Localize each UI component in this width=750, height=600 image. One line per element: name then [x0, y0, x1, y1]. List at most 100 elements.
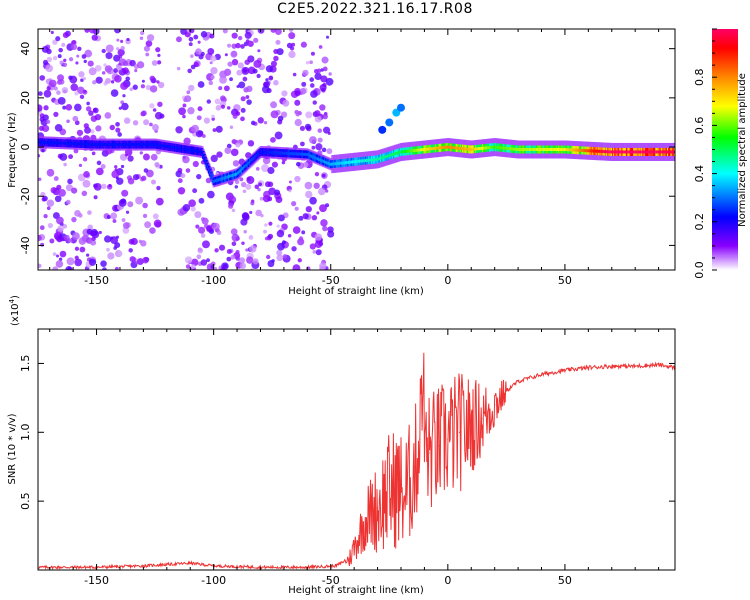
noise-speckle	[100, 260, 107, 267]
noise-speckle	[66, 119, 70, 123]
noise-speckle	[57, 54, 62, 59]
noise-speckle	[79, 246, 86, 253]
noise-speckle	[57, 96, 66, 105]
noise-speckle	[326, 148, 333, 155]
noise-speckle	[78, 163, 83, 167]
noise-speckle	[190, 264, 196, 270]
noise-speckle	[302, 213, 309, 220]
noise-speckle	[140, 84, 146, 89]
noise-speckle	[84, 49, 93, 58]
noise-speckle	[139, 36, 144, 41]
noise-speckle	[319, 262, 327, 270]
snr-y-multiplier: (x104)	[8, 295, 21, 326]
noise-speckle	[130, 237, 138, 246]
noise-speckle	[152, 213, 159, 220]
noise-speckle	[68, 57, 74, 62]
noise-speckle	[197, 81, 205, 88]
noise-speckle	[180, 173, 186, 179]
noise-speckle	[156, 60, 162, 65]
noise-speckle	[120, 81, 129, 90]
noise-speckle	[142, 213, 148, 219]
noise-speckle	[93, 182, 102, 191]
noise-speckle	[90, 129, 95, 134]
noise-speckle	[321, 147, 327, 153]
noise-speckle	[114, 165, 118, 169]
noise-speckle	[304, 181, 313, 190]
noise-speckle	[241, 241, 245, 245]
noise-speckle	[214, 98, 221, 105]
noise-speckle	[43, 89, 52, 98]
noise-speckle	[70, 83, 79, 92]
noise-speckle	[117, 251, 123, 257]
noise-speckle	[300, 41, 307, 48]
noise-speckle	[270, 29, 277, 33]
noise-speckle	[310, 51, 315, 56]
noise-speckle	[312, 100, 317, 105]
spectrogram-y-tick-label: 40	[19, 42, 32, 56]
noise-speckle	[232, 160, 240, 167]
noise-speckle	[275, 39, 281, 45]
noise-speckle	[57, 225, 64, 232]
noise-speckle	[149, 75, 156, 82]
noise-speckle	[136, 258, 144, 266]
noise-speckle	[288, 180, 292, 184]
noise-speckle	[155, 197, 164, 206]
noise-speckle	[229, 125, 234, 129]
noise-speckle	[289, 29, 294, 32]
noise-speckle	[312, 249, 317, 254]
noise-speckle	[292, 226, 301, 234]
noise-speckle	[267, 166, 275, 175]
noise-speckle	[210, 74, 215, 80]
noise-speckle	[234, 185, 238, 189]
noise-speckle	[38, 154, 41, 158]
noise-speckle	[219, 70, 228, 79]
noise-speckle	[258, 182, 262, 187]
noise-speckle	[292, 72, 297, 77]
noise-speckle	[82, 157, 88, 162]
noise-speckle	[118, 106, 122, 110]
noise-speckle	[66, 257, 75, 266]
noise-speckle	[257, 117, 264, 124]
noise-speckle	[48, 79, 57, 88]
noise-speckle	[182, 155, 190, 164]
noise-speckle	[235, 256, 240, 261]
noise-speckle	[63, 58, 67, 62]
noise-speckle	[192, 188, 198, 194]
noise-speckle	[145, 40, 153, 47]
noise-speckle	[157, 101, 163, 108]
noise-speckle	[83, 123, 89, 129]
noise-speckle	[309, 83, 315, 88]
snr-panel: -150 -100 -50 0 50 0.5 1.0 1.5 Height of straig…	[7, 295, 676, 596]
noise-speckle	[149, 122, 153, 127]
noise-speckle	[252, 68, 258, 74]
noise-speckle	[143, 45, 151, 52]
noise-speckle	[39, 75, 46, 81]
snr-y-tick-label: 1.0	[19, 424, 32, 442]
noise-speckle	[320, 219, 328, 227]
noise-speckle	[321, 56, 329, 64]
noise-speckle	[241, 212, 250, 220]
noise-speckle	[320, 75, 328, 83]
noise-speckle	[114, 242, 121, 249]
noise-speckle	[144, 221, 152, 229]
noise-speckle	[291, 42, 296, 47]
noise-speckle	[177, 187, 186, 195]
noise-speckle	[242, 76, 248, 82]
noise-speckle	[145, 84, 152, 91]
noise-speckle	[302, 69, 309, 77]
noise-speckle	[80, 78, 84, 83]
noise-speckle	[220, 104, 226, 109]
noise-speckle	[247, 55, 255, 63]
noise-speckle	[74, 91, 79, 96]
noise-speckle	[127, 177, 135, 185]
noise-speckle	[83, 59, 87, 64]
noise-speckle	[287, 233, 292, 238]
noise-speckle	[42, 59, 48, 65]
noise-speckle	[196, 115, 202, 121]
noise-speckle	[295, 112, 300, 117]
noise-speckle	[230, 148, 239, 157]
snr-x-tick-label: 0	[444, 574, 451, 587]
noise-speckle	[121, 189, 129, 197]
noise-speckle	[39, 225, 45, 231]
